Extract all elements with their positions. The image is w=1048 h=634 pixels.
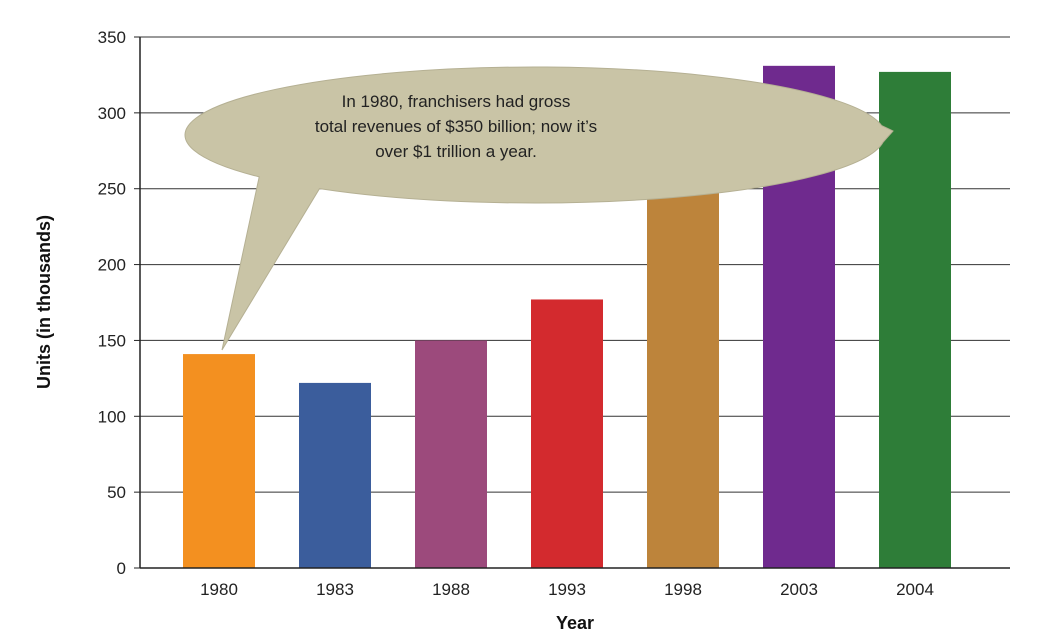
callout-line: over $1 trillion a year.	[375, 142, 537, 161]
x-tick-label: 2003	[780, 580, 818, 599]
y-tick-label: 300	[98, 104, 126, 123]
bar-1993	[531, 299, 603, 568]
bar-2004	[879, 71, 951, 568]
y-tick-label: 50	[107, 483, 126, 502]
x-axis-title: Year	[556, 613, 594, 633]
callout-line: total revenues of $350 billion; now it’s	[315, 117, 597, 136]
bar-1988	[415, 340, 487, 568]
bars	[183, 65, 951, 568]
x-tick-label: 1983	[316, 580, 354, 599]
x-tick-label: 1993	[548, 580, 586, 599]
callout-line: In 1980, franchisers had gross	[342, 92, 571, 111]
y-tick-label: 150	[98, 331, 126, 350]
bar-1998	[647, 188, 719, 568]
y-tick-label: 100	[98, 407, 126, 426]
y-tick-label: 250	[98, 180, 126, 199]
x-tick-label: 1980	[200, 580, 238, 599]
x-tick-label: 2004	[896, 580, 934, 599]
y-tick-label: 200	[98, 256, 126, 275]
y-tick-label: 0	[117, 559, 126, 578]
y-axis-title: Units (in thousands)	[34, 215, 54, 389]
x-tick-label: 1998	[664, 580, 702, 599]
x-axis-ticks: 1980 1983 1988 1993 1998 2003 2004	[200, 580, 934, 599]
y-tick-label: 350	[98, 28, 126, 47]
bar-1983	[299, 382, 371, 568]
callout-bubble	[184, 66, 894, 351]
y-axis-ticks: 0 50 100 150 200 250 300 350	[98, 28, 140, 578]
x-tick-label: 1988	[432, 580, 470, 599]
callout-text: In 1980, franchisers had gross total reve…	[315, 92, 597, 161]
bar-1980	[183, 354, 255, 568]
callout: In 1980, franchisers had gross total reve…	[184, 66, 894, 351]
